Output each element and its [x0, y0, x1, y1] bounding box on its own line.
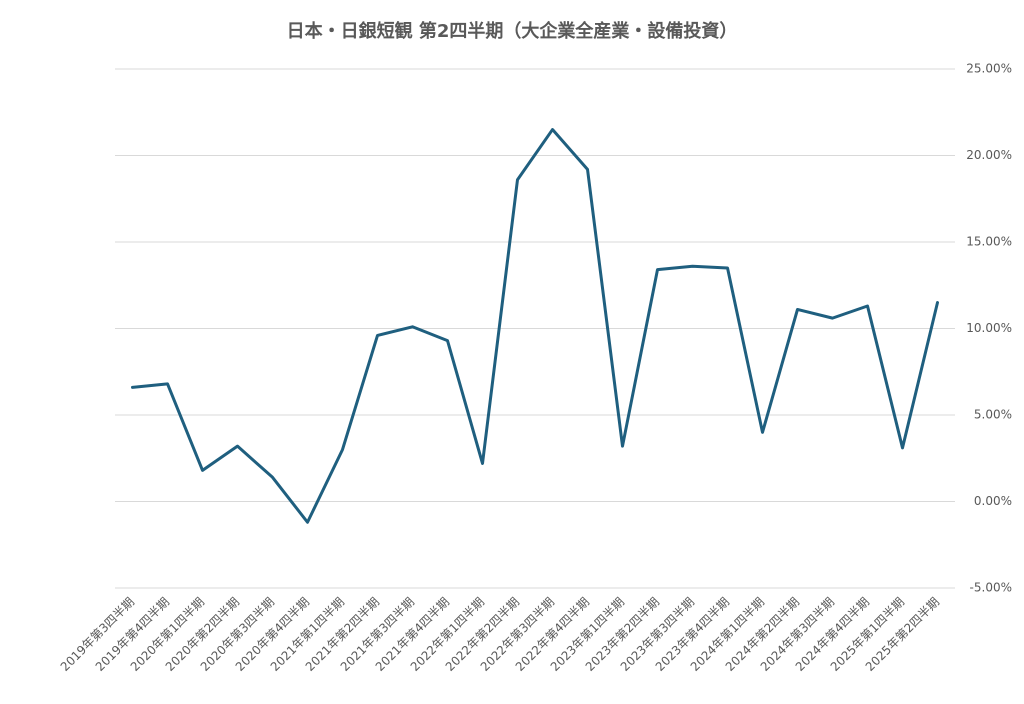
- chart-title: 日本・日銀短観 第2四半期（大企業全産業・設備投資）: [287, 20, 738, 42]
- y-tick-label: -5.00%: [970, 581, 1012, 595]
- y-tick-label: 25.00%: [966, 62, 1012, 76]
- line-series: [131, 128, 939, 524]
- y-tick-label: 0.00%: [974, 494, 1012, 508]
- y-tick-label: 5.00%: [974, 408, 1012, 422]
- y-tick-label: 10.00%: [966, 321, 1012, 335]
- y-tick-label: 20.00%: [966, 148, 1012, 162]
- y-tick-label: 15.00%: [966, 235, 1012, 249]
